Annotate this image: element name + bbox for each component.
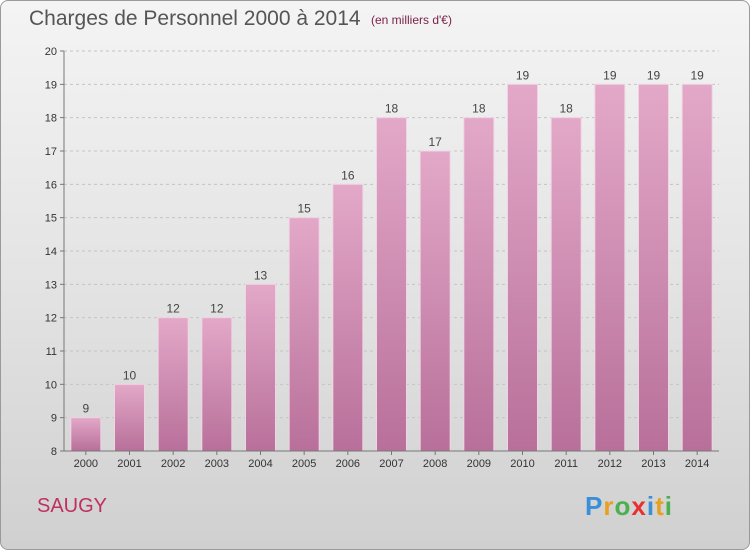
bar: [288, 217, 320, 452]
bar-value-label: 12: [166, 302, 180, 316]
y-tick-label: 14: [45, 246, 57, 258]
logo-letter: r: [603, 491, 615, 521]
y-tick-label: 13: [45, 279, 57, 291]
x-tick-label: 2008: [423, 458, 447, 470]
bar-value-label: 19: [647, 68, 661, 82]
logo-letter: o: [614, 491, 632, 521]
bar: [201, 317, 233, 452]
y-tick-label: 17: [45, 146, 57, 158]
bar: [594, 83, 626, 452]
x-tick-label: 2002: [161, 458, 185, 470]
y-tick-label: 18: [45, 113, 57, 125]
bar-value-label: 19: [690, 68, 704, 82]
x-tick-label: 2010: [510, 458, 534, 470]
bar: [157, 317, 189, 452]
x-tick-label: 2006: [336, 458, 360, 470]
bar: [70, 417, 102, 452]
bar: [550, 117, 582, 452]
bar: [681, 83, 713, 452]
y-tick-label: 9: [51, 413, 57, 425]
proxiti-logo: Proxiti: [585, 491, 673, 522]
bar-value-label: 19: [516, 68, 530, 82]
bar: [419, 150, 451, 452]
logo-letter: i: [664, 491, 673, 521]
bar-value-label: 18: [559, 102, 573, 116]
bar: [245, 283, 276, 452]
chart-subtitle: (en milliers d'€): [371, 13, 452, 27]
bar: [463, 117, 495, 452]
x-tick-label: 2009: [467, 458, 491, 470]
bar-value-label: 12: [210, 302, 224, 316]
bar-value-label: 13: [254, 268, 268, 282]
bar-value-label: 18: [472, 102, 486, 116]
logo-letter: P: [585, 491, 604, 521]
bar-value-label: 16: [341, 168, 355, 182]
y-tick-label: 12: [45, 313, 57, 325]
bar: [507, 83, 538, 452]
y-tick-label: 16: [45, 179, 57, 191]
x-tick-label: 2004: [248, 458, 272, 470]
bar: [376, 117, 407, 452]
bar-value-label: 17: [428, 135, 442, 149]
bar-value-label: 19: [603, 68, 617, 82]
bar-value-label: 9: [82, 402, 89, 416]
bar-value-label: 18: [385, 102, 399, 116]
x-tick-label: 2007: [379, 458, 403, 470]
bar: [114, 383, 145, 452]
x-tick-label: 2001: [117, 458, 141, 470]
x-tick-label: 2011: [554, 458, 578, 470]
x-tick-label: 2003: [205, 458, 229, 470]
y-tick-label: 8: [51, 446, 57, 458]
y-tick-label: 15: [45, 213, 57, 225]
x-tick-label: 2013: [641, 458, 665, 470]
logo-letter: i: [646, 491, 656, 521]
logo-letter: t: [655, 491, 665, 521]
x-tick-label: 2005: [292, 458, 316, 470]
x-tick-label: 2012: [598, 458, 622, 470]
x-tick-label: 2000: [74, 458, 98, 470]
bar-value-label: 15: [297, 202, 311, 216]
chart-title: Charges de Personnel 2000 à 2014: [29, 7, 361, 30]
bar: [332, 183, 364, 452]
place-name: SAUGY: [37, 495, 108, 517]
bar-value-label: 10: [123, 368, 137, 382]
y-tick-label: 11: [46, 346, 57, 358]
bar: [638, 83, 669, 452]
y-tick-label: 10: [45, 379, 57, 391]
x-tick-label: 2014: [685, 458, 709, 470]
y-tick-label: 19: [45, 79, 57, 91]
logo-letter: x: [631, 491, 647, 521]
y-tick-label: 20: [45, 46, 57, 58]
